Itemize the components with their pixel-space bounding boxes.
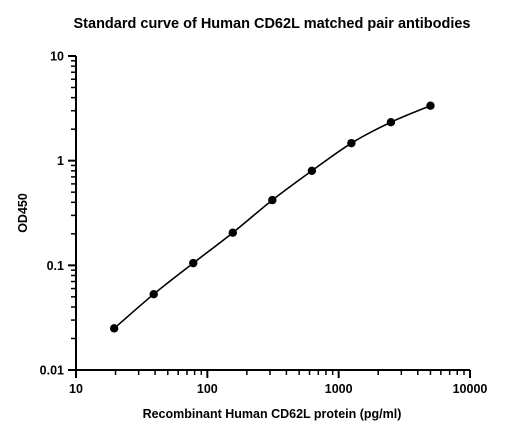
data-points <box>109 101 435 333</box>
data-point <box>426 101 435 110</box>
chart-title: Standard curve of Human CD62L matched pa… <box>74 16 471 32</box>
fit-curve-line <box>113 104 431 329</box>
data-point <box>386 118 396 127</box>
axis-ticks: 10 100 1000 10000 0.01 0.1 1 10 <box>40 50 488 397</box>
y-tick-label: 0.01 <box>40 364 64 378</box>
x-axis-label: Recombinant Human CD62L protein (pg/ml) <box>143 407 402 421</box>
x-tick-label: 1000 <box>325 382 353 396</box>
y-tick-label: 0.1 <box>47 259 64 273</box>
fit-curve-layer <box>113 104 431 329</box>
x-tick-label: 10 <box>69 382 83 396</box>
y-tick-label: 10 <box>50 50 64 64</box>
data-point <box>347 138 356 148</box>
data-point <box>268 195 277 205</box>
x-tick-label: 100 <box>197 382 218 396</box>
x-tick-label: 10000 <box>453 382 488 396</box>
data-point <box>149 289 158 299</box>
y-tick-label: 1 <box>57 154 64 168</box>
data-point <box>307 166 317 176</box>
data-point <box>189 258 198 268</box>
axes <box>75 56 470 371</box>
data-point <box>228 228 237 237</box>
y-axis-label: OD450 <box>16 193 30 233</box>
data-point <box>109 324 119 333</box>
